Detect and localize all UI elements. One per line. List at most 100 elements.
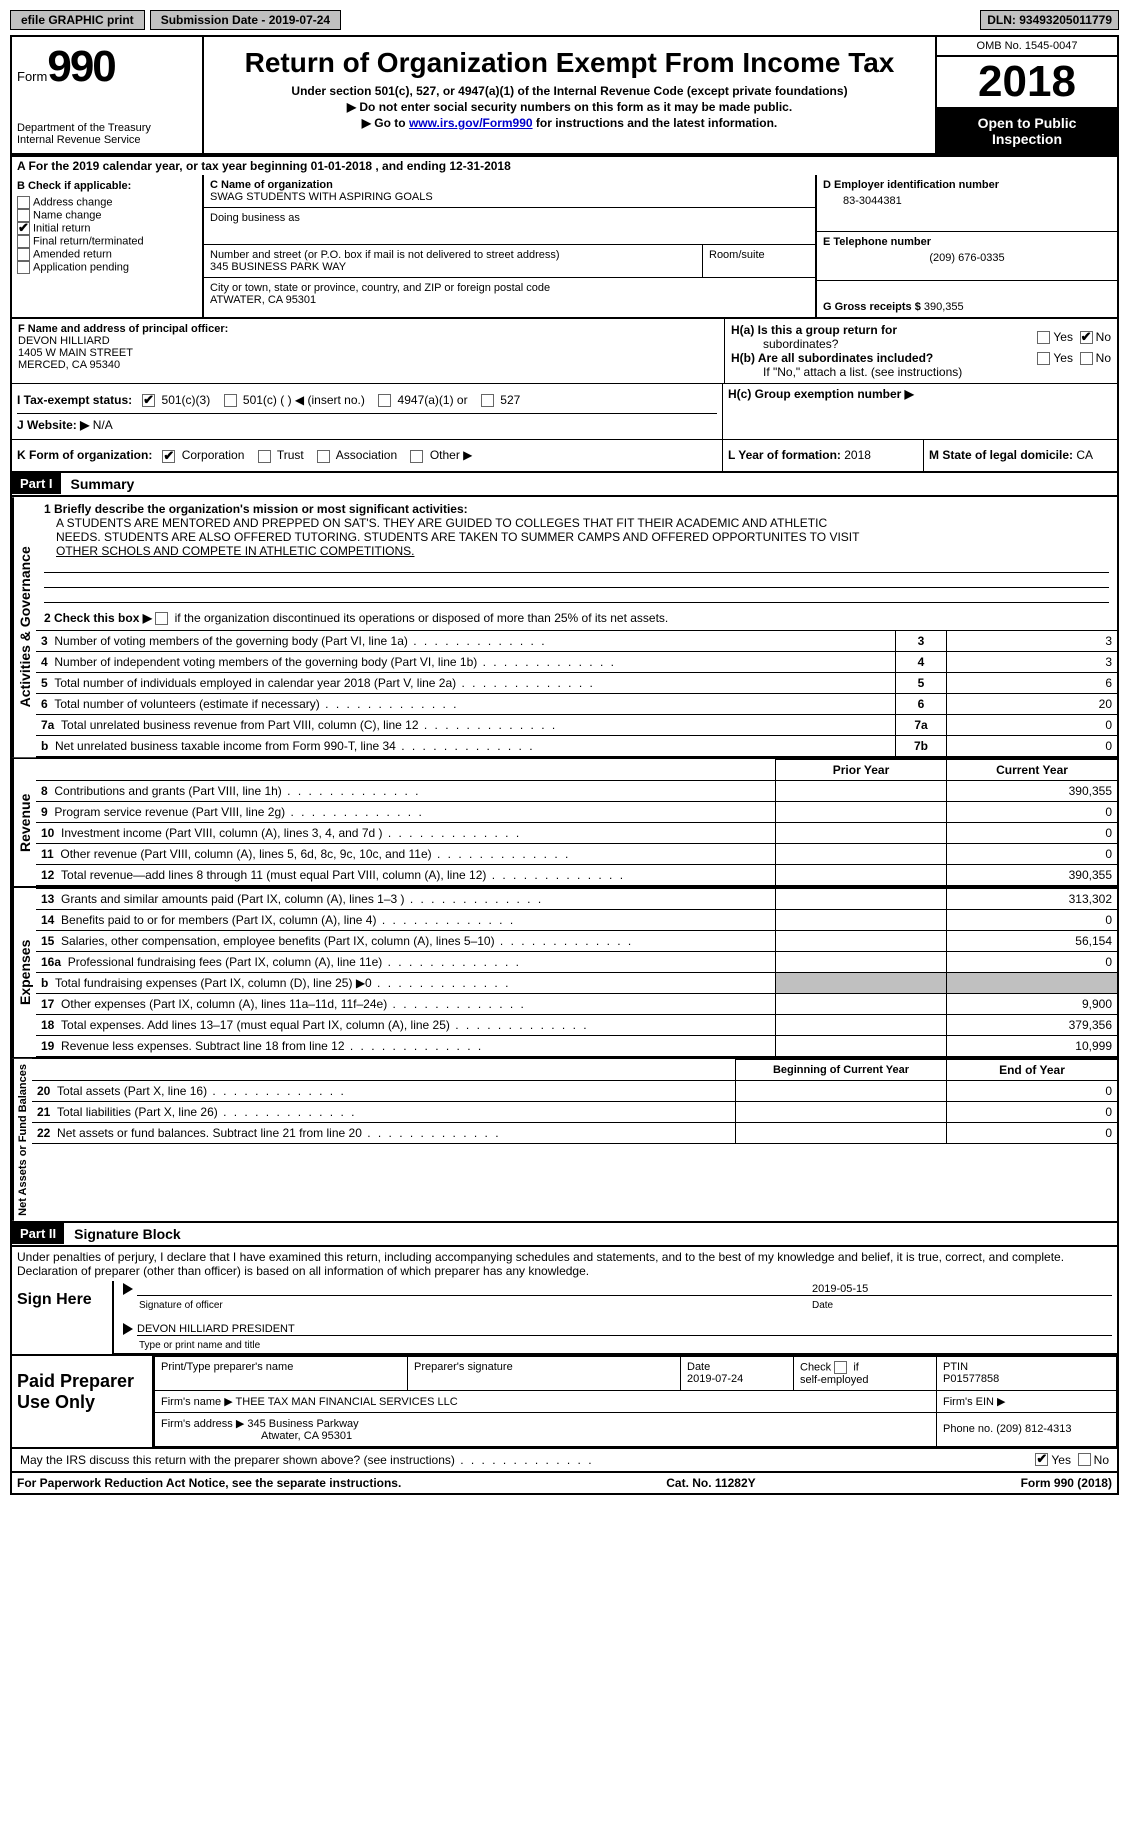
hb-no-check[interactable] (1080, 352, 1093, 365)
paid-preparer-label: Paid Preparer Use Only (12, 1356, 154, 1447)
check-application[interactable]: Application pending (17, 261, 197, 274)
hb-yes-check[interactable] (1037, 352, 1050, 365)
other-check[interactable] (410, 450, 423, 463)
corp-label: Corporation (182, 448, 245, 462)
table-row: 9 Program service revenue (Part VIII, li… (36, 801, 1117, 822)
signature-section: Sign Here 2019-05-15 Signature of office… (10, 1281, 1119, 1356)
street-label: Number and street (or P.O. box if mail i… (210, 249, 696, 261)
corp-check[interactable] (162, 450, 175, 463)
city-box: City or town, state or province, country… (204, 278, 815, 310)
yes-label: Yes (1053, 330, 1073, 344)
goto-prefix: ▶ Go to (362, 116, 409, 130)
discuss-yes-label: Yes (1051, 1453, 1071, 1467)
expenses-section: Expenses 13 Grants and similar amounts p… (10, 888, 1119, 1059)
penalty-statement: Under penalties of perjury, I declare th… (10, 1247, 1119, 1281)
prep-sig-label: Preparer's signature (414, 1361, 674, 1373)
501c-check[interactable] (224, 394, 237, 407)
form-org-label: K Form of organization: (17, 448, 152, 462)
part1-title: Summary (61, 473, 145, 495)
table-row: 14 Benefits paid to or for members (Part… (36, 909, 1117, 930)
table-row: 11 Other revenue (Part VIII, column (A),… (36, 843, 1117, 864)
form990-link[interactable]: www.irs.gov/Form990 (409, 116, 533, 130)
self-employed-label: self-employed (800, 1374, 868, 1386)
street-row: Number and street (or P.O. box if mail i… (204, 245, 815, 278)
mission-line2: NEEDS. STUDENTS ARE ALSO OFFERED TUTORIN… (44, 530, 1109, 544)
discuss-no-check[interactable] (1078, 1453, 1091, 1466)
yes-label-2: Yes (1053, 351, 1073, 365)
4947-check[interactable] (378, 394, 391, 407)
form-header: Form990 Department of the Treasury Inter… (10, 35, 1119, 157)
discuss-yes-check[interactable] (1035, 1453, 1048, 1466)
firm-ein-label: Firm's EIN ▶ (937, 1390, 1117, 1412)
ha-yes-check[interactable] (1037, 331, 1050, 344)
check-address-change[interactable]: Address change (17, 196, 197, 209)
website-label: J Website: ▶ (17, 418, 89, 432)
other-label: Other ▶ (430, 448, 473, 462)
table-row: 17 Other expenses (Part IX, column (A), … (36, 993, 1117, 1014)
dba-box: Doing business as (204, 208, 815, 245)
trust-check[interactable] (258, 450, 271, 463)
discontinued-check[interactable] (155, 612, 168, 625)
527-check[interactable] (481, 394, 494, 407)
begin-year-header: Beginning of Current Year (736, 1059, 947, 1080)
inspection-line2: Inspection (939, 131, 1115, 147)
prep-date: 2019-07-24 (687, 1373, 787, 1385)
no-label: No (1096, 330, 1111, 344)
subtitle-3: ▶ Go to www.irs.gov/Form990 for instruct… (209, 116, 930, 130)
table-row: 19 Revenue less expenses. Subtract line … (36, 1035, 1117, 1056)
501c-label: 501(c) ( ) (243, 393, 292, 407)
501c3-check[interactable] (142, 394, 155, 407)
part2-header-row: Part II Signature Block (10, 1223, 1119, 1247)
hc-label: H(c) Group exemption number ▶ (728, 387, 914, 401)
date-label: Date (802, 1300, 1112, 1311)
assoc-check[interactable] (317, 450, 330, 463)
527-label: 527 (500, 393, 520, 407)
ein-box: D Employer identification number 83-3044… (817, 175, 1117, 232)
label-amended: Amended return (33, 248, 112, 260)
efile-button[interactable]: efile GRAPHIC print (10, 10, 145, 30)
submission-date: 2019-07-24 (269, 13, 330, 27)
street-value: 345 BUSINESS PARK WAY (210, 261, 696, 273)
net-assets-table: Beginning of Current Year End of Year 20… (32, 1059, 1117, 1144)
submission-button[interactable]: Submission Date - 2019-07-24 (150, 10, 341, 30)
gross-label: G Gross receipts $ (823, 301, 924, 313)
section-f: F Name and address of principal officer:… (12, 319, 725, 383)
k-l-m-row: K Form of organization: Corporation Trus… (10, 440, 1119, 472)
check-final-return[interactable]: Final return/terminated (17, 235, 197, 248)
ha-no-check[interactable] (1080, 331, 1093, 344)
org-name: SWAG STUDENTS WITH ASPIRING GOALS (210, 191, 809, 203)
officer-addr2: MERCED, CA 95340 (18, 359, 718, 371)
line2-text: if the organization discontinued its ope… (175, 611, 669, 625)
dln-label: DLN: (987, 13, 1019, 27)
inspection-badge: Open to Public Inspection (937, 109, 1117, 153)
label-final-return: Final return/terminated (33, 235, 144, 247)
may-irs-row: May the IRS discuss this return with the… (10, 1449, 1119, 1473)
hb-label: H(b) Are all subordinates included? (731, 351, 933, 365)
irs-label: Internal Revenue Service (17, 134, 197, 146)
check-amended[interactable]: Amended return (17, 248, 197, 261)
footer: For Paperwork Reduction Act Notice, see … (10, 1473, 1119, 1495)
501c3-label: 501(c)(3) (162, 393, 211, 407)
table-row: 12 Total revenue—add lines 8 through 11 … (36, 864, 1117, 885)
triangle-icon: ◀ (295, 393, 304, 407)
firm-phone: (209) 812-4313 (996, 1423, 1071, 1435)
city-label: City or town, state or province, country… (210, 282, 809, 294)
check-name-change[interactable]: Name change (17, 209, 197, 222)
inspection-line1: Open to Public (939, 115, 1115, 131)
self-employed-check[interactable] (834, 1361, 847, 1374)
vlabel-net: Net Assets or Fund Balances (12, 1059, 32, 1221)
dln-value: 93493205011779 (1019, 13, 1112, 27)
label-address-change: Address change (33, 196, 113, 208)
room-label: Room/suite (703, 245, 815, 277)
phone-label: E Telephone number (823, 236, 1111, 248)
current-year-header: Current Year (947, 759, 1118, 780)
type-name-label: Type or print name and title (139, 1340, 260, 1351)
table-row: b Net unrelated business taxable income … (36, 735, 1117, 756)
check-initial-return[interactable]: Initial return (17, 222, 197, 235)
ptin-value: P01577858 (943, 1373, 1110, 1385)
org-name-label: C Name of organization (210, 179, 809, 191)
vlabel-expenses: Expenses (12, 888, 36, 1057)
header-center: Return of Organization Exempt From Incom… (204, 37, 935, 153)
gross-box: G Gross receipts $ 390,355 (817, 281, 1117, 317)
firm-addr2: Atwater, CA 95301 (161, 1430, 930, 1442)
